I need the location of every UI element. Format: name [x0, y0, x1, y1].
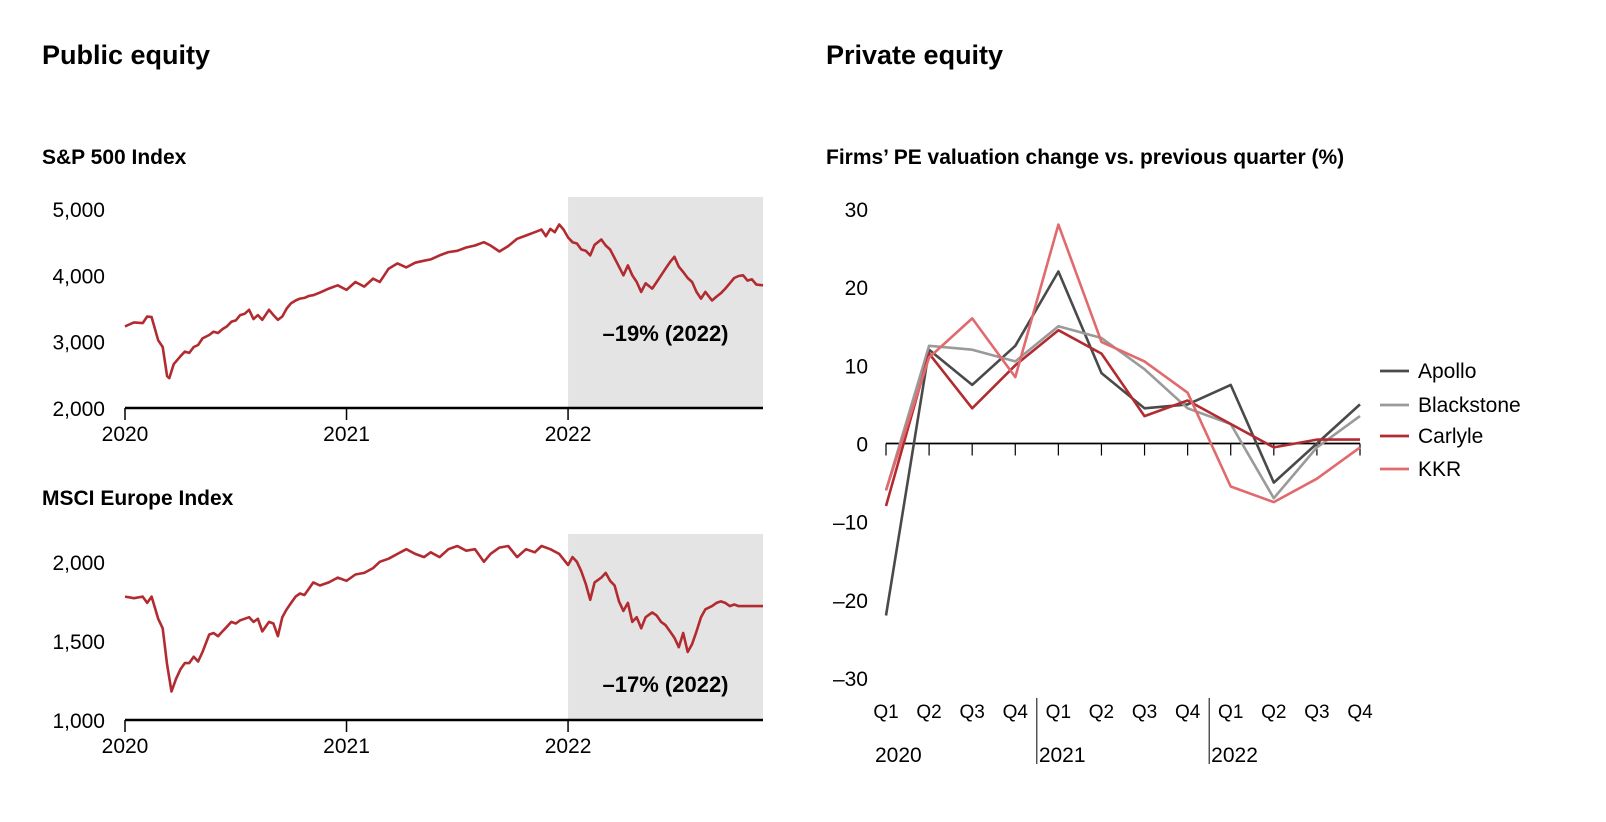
- msci-ytick-label: 1,500: [52, 631, 105, 654]
- pe-category-label: Q4: [1175, 702, 1201, 723]
- sp500-xtick-label: 2022: [545, 423, 592, 446]
- pe-ytick-label: –30: [833, 668, 868, 691]
- sp500-ytick-label: 5,000: [52, 199, 105, 222]
- pe-chart-title: Firms’ PE valuation change vs. previous …: [826, 146, 1345, 169]
- sp500-chart-title: S&P 500 Index: [42, 146, 187, 169]
- pe-category-label: Q3: [1132, 702, 1157, 723]
- pe-series-line-carlyle: [884, 328, 1360, 507]
- pe-ytick-label: –10: [833, 512, 868, 535]
- sp500-xtick-label: 2020: [102, 423, 149, 446]
- pe-category-label: Q1: [1218, 702, 1243, 723]
- pe-series-line-kkr: [884, 223, 1361, 504]
- pe-category-label: Q1: [1046, 702, 1071, 723]
- pe-legend-label: Carlyle: [1418, 425, 1483, 448]
- pe-group-label: 2021: [1039, 744, 1086, 767]
- msci-xtick-label: 2021: [323, 735, 370, 758]
- pe-legend-label: Apollo: [1418, 360, 1476, 383]
- sp500-shaded-region: [568, 197, 763, 408]
- msci-annotation: –17% (2022): [603, 672, 729, 697]
- pe-ytick-label: –20: [833, 590, 868, 613]
- pe-ytick-label: 30: [845, 199, 868, 222]
- pe-category-label: Q2: [916, 702, 941, 723]
- pe-category-label: Q3: [960, 702, 985, 723]
- pe-ytick-label: 10: [845, 355, 868, 378]
- pe-category-label: Q1: [873, 702, 898, 723]
- msci-xtick-label: 2022: [545, 735, 592, 758]
- sp500-xtick-label: 2021: [323, 423, 370, 446]
- pe-group-label: 2020: [875, 744, 922, 767]
- msci-ytick-label: 1,000: [52, 710, 105, 733]
- pe-legend-label: Blackstone: [1418, 394, 1521, 417]
- pe-ytick-label: 0: [856, 434, 868, 457]
- pe-ytick-label: 20: [845, 277, 868, 300]
- pe-category-label: Q4: [1347, 702, 1373, 723]
- sp500-ytick-label: 3,000: [52, 332, 105, 355]
- pe-category-label: Q2: [1089, 702, 1114, 723]
- pe-category-label: Q3: [1304, 702, 1329, 723]
- public-equity-heading: Public equity: [42, 40, 211, 70]
- msci-xtick-label: 2020: [102, 735, 149, 758]
- pe-category-label: Q2: [1261, 702, 1286, 723]
- pe-group-label: 2022: [1211, 744, 1258, 767]
- sp500-annotation: –19% (2022): [603, 321, 729, 346]
- private-equity-heading: Private equity: [826, 40, 1004, 70]
- pe-series-line-apollo: [884, 270, 1361, 616]
- sp500-series-line: [124, 223, 764, 380]
- sp500-ytick-label: 2,000: [52, 398, 105, 421]
- msci-series-line: [124, 544, 763, 693]
- pe-series-line-blackstone: [884, 324, 1361, 500]
- msci-ytick-label: 2,000: [52, 552, 105, 575]
- pe-legend-label: KKR: [1418, 458, 1461, 481]
- sp500-ytick-label: 4,000: [52, 265, 105, 288]
- msci-chart-title: MSCI Europe Index: [42, 487, 234, 510]
- pe-category-label: Q4: [1003, 702, 1029, 723]
